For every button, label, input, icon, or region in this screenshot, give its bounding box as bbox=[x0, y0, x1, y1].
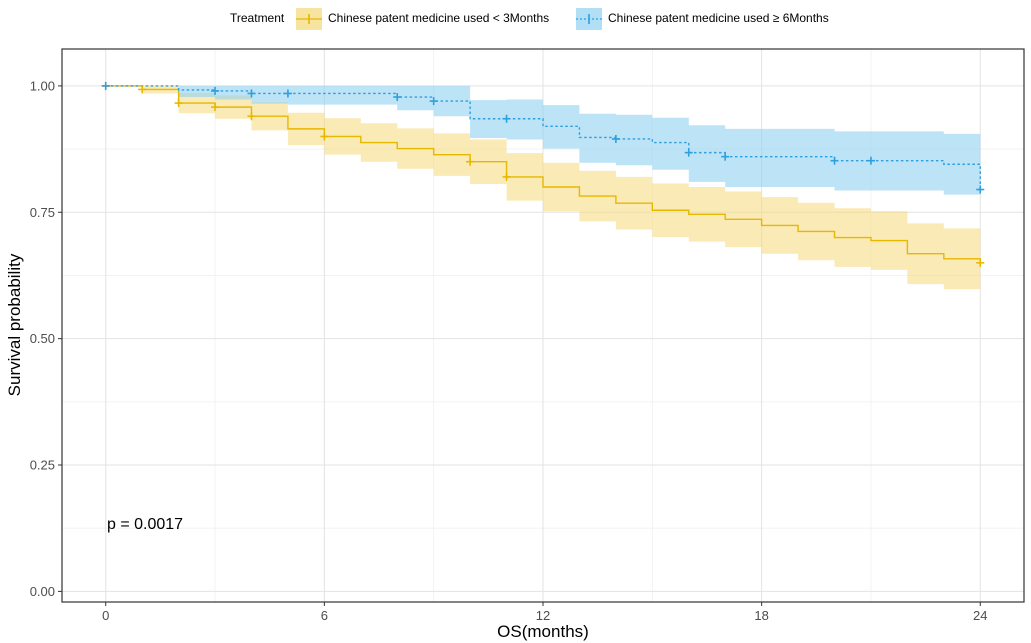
legend-title: Treatment bbox=[230, 11, 285, 25]
censor-mark-series-1 bbox=[466, 157, 475, 166]
censor-mark-series-2 bbox=[283, 89, 292, 98]
censor-mark-series-2 bbox=[101, 81, 110, 90]
ci-band-series-2 bbox=[105, 85, 981, 195]
x-tick-label: 12 bbox=[536, 608, 550, 623]
y-axis-title: Survival probability bbox=[5, 253, 24, 396]
censor-mark-series-2 bbox=[866, 156, 875, 165]
legend-label-series-2: Chinese patent medicine used ≥ 6Months bbox=[608, 11, 829, 25]
censor-mark-series-1 bbox=[211, 103, 220, 112]
axes: 0 6 12 18 24 0.00 0.25 0.50 0.75 1.00 bbox=[30, 78, 988, 623]
y-tick-label: 0.50 bbox=[30, 331, 55, 346]
censor-mark-series-2 bbox=[721, 152, 730, 161]
censor-mark-series-2 bbox=[247, 89, 256, 98]
censor-mark-series-2 bbox=[429, 97, 438, 106]
censor-marks bbox=[101, 81, 985, 267]
x-axis-title: OS(months) bbox=[497, 622, 589, 641]
censor-mark-series-1 bbox=[138, 85, 147, 94]
p-value-annotation: p = 0.0017 bbox=[107, 516, 183, 533]
legend-key-series-1 bbox=[296, 8, 322, 30]
legend-label-series-1: Chinese patent medicine used < 3Months bbox=[328, 11, 549, 25]
x-tick-label: 24 bbox=[973, 608, 987, 623]
censor-mark-series-1 bbox=[502, 172, 511, 181]
censor-mark-series-1 bbox=[976, 258, 985, 267]
x-tick-label: 6 bbox=[321, 608, 328, 623]
y-tick-label: 0.75 bbox=[30, 205, 55, 220]
x-tick-label: 18 bbox=[754, 608, 768, 623]
censor-mark-series-2 bbox=[830, 156, 839, 165]
censor-mark-series-2 bbox=[211, 86, 220, 95]
legend-key-series-2 bbox=[576, 8, 602, 30]
y-tick-label: 0.25 bbox=[30, 458, 55, 473]
censor-mark-series-2 bbox=[976, 185, 985, 194]
x-tick-label: 0 bbox=[102, 608, 109, 623]
censor-mark-series-2 bbox=[684, 148, 693, 157]
censor-mark-series-2 bbox=[611, 134, 620, 143]
censor-mark-series-1 bbox=[320, 132, 329, 141]
censor-mark-series-2 bbox=[502, 114, 511, 123]
censor-mark-series-1 bbox=[174, 99, 183, 108]
censor-mark-series-1 bbox=[247, 112, 256, 121]
legend: Treatment Chinese patent medicine used <… bbox=[230, 8, 829, 30]
y-tick-label: 0.00 bbox=[30, 584, 55, 599]
censor-mark-series-2 bbox=[393, 93, 402, 102]
y-tick-label: 1.00 bbox=[30, 78, 55, 93]
